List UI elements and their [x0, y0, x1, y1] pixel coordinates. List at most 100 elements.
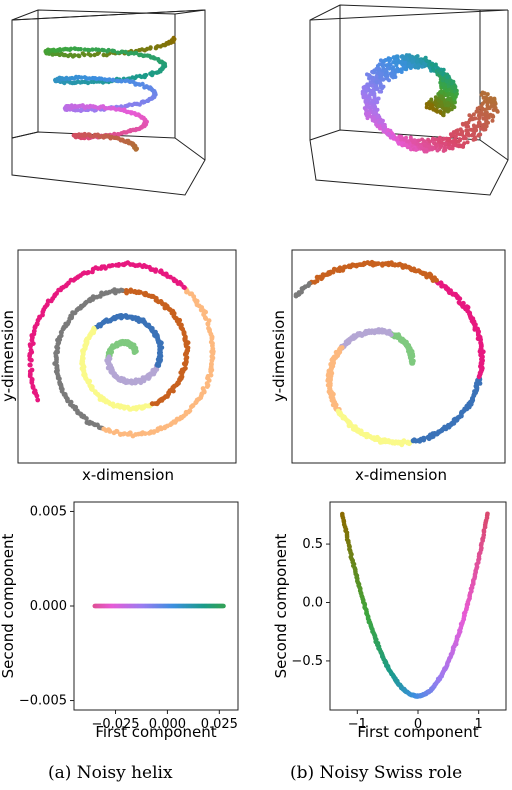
swiss-3d-point [477, 116, 481, 121]
swiss-3d-point [484, 96, 489, 101]
helix-3d-point [76, 53, 81, 58]
swiss-3d-point [380, 86, 385, 91]
swiss-3d-point [475, 109, 480, 114]
swiss-3d-point [378, 82, 383, 87]
helix-2d-point [29, 380, 35, 385]
swiss-3d-point [465, 140, 470, 145]
helix-2d-point [128, 289, 134, 294]
swiss-3d-point [404, 53, 409, 58]
helix-pca-ticks: −0.025 0.000 0.025 −0.005 0.000 0.005 [19, 504, 238, 732]
helix-3d-point [88, 133, 93, 139]
helix-2d-point [158, 425, 164, 430]
swiss-3d-point [399, 59, 404, 64]
helix-2d-point [28, 343, 33, 349]
helix-pca-xtick-label: 0.025 [201, 717, 238, 732]
swiss-3d-point [432, 141, 437, 146]
swiss-3d-point [488, 112, 493, 117]
swiss-3d-point [431, 67, 436, 71]
swiss-3d-point [429, 104, 434, 109]
swiss-2d-point [442, 424, 447, 430]
swiss-3d-point [416, 63, 421, 68]
swiss-3d-point [433, 100, 437, 105]
swiss-3d-point [399, 142, 404, 147]
caption-noisy-helix: (a) Noisy helix [48, 763, 173, 783]
swiss-3d-point [482, 91, 487, 96]
swiss-embedding-frame [291, 249, 506, 464]
swiss-3d-point [485, 113, 489, 117]
swiss-3d-point [479, 111, 484, 116]
swiss-3d-point [439, 89, 444, 94]
swiss-3d-point [452, 96, 457, 101]
swiss-3d-point [484, 120, 489, 125]
helix-3d-point [140, 81, 145, 87]
swiss-3d-point [476, 113, 481, 118]
swiss-3d-point [415, 54, 420, 59]
caption-noisy-swiss-role: (b) Noisy Swiss role [290, 763, 463, 783]
helix-3d-point [106, 47, 111, 53]
helix-2d-point [200, 386, 206, 391]
swiss-3d-point [380, 62, 385, 67]
swiss-3d-point [429, 62, 434, 67]
helix-embedding-panel: x-dimension y-dimension [0, 249, 237, 484]
swiss-3d-point [420, 64, 425, 69]
swiss-2d-points [293, 259, 486, 448]
swiss-2d-point [427, 271, 433, 277]
swiss-3d-point [436, 98, 441, 103]
swiss-3d-point [443, 141, 447, 146]
swiss-3d-point [439, 143, 444, 148]
swiss-pca-point [485, 511, 490, 517]
helix-2d-point [106, 263, 112, 269]
swiss-embedding-panel: x-dimension y-dimension [270, 249, 506, 484]
swiss-pca-ytick-label: −0.5 [291, 654, 323, 669]
helix-2d-point [127, 430, 133, 436]
helix-3d-points [43, 35, 177, 152]
swiss-3d-point [363, 86, 368, 91]
swiss-pca-panel: −1 0 1 −0.5 0.0 0.5 First component Second co… [272, 501, 507, 741]
swiss-3d-point [377, 89, 382, 94]
helix-pca-xlabel: First component [95, 723, 216, 741]
swiss-3d-point [376, 96, 381, 101]
helix-3d-panel [11, 9, 206, 196]
helix-3d-point [111, 48, 117, 54]
helix-3d-point [96, 47, 101, 52]
swiss-3d-point [481, 116, 486, 121]
swiss-3d-point [441, 148, 446, 153]
helix-2d-point [208, 372, 214, 378]
swiss-3d-point [468, 127, 473, 132]
swiss-pca-xtick-label: −1 [348, 717, 367, 732]
helix-2d-point [32, 324, 38, 329]
swiss-3d-point [441, 82, 445, 87]
swiss-3d-point [372, 110, 377, 115]
swiss-3d-point [463, 121, 468, 126]
helix-3d-point [86, 51, 91, 57]
helix-2d-point [132, 289, 138, 294]
swiss-3d-point [438, 111, 443, 115]
swiss-3d-point [476, 123, 481, 128]
helix-2d-point [87, 378, 93, 384]
helix-2d-point [35, 397, 41, 403]
swiss-3d-point [414, 147, 419, 152]
helix-pca-points [92, 603, 226, 609]
swiss-3d-point [375, 100, 380, 105]
helix-3d-point [123, 104, 128, 109]
swiss-3d-point [440, 137, 445, 142]
helix-2d-point [179, 374, 185, 380]
swiss-3d-point [429, 97, 434, 102]
swiss-3d-point [470, 117, 475, 122]
swiss-3d-point [394, 63, 399, 68]
swiss-3d-point [413, 64, 418, 69]
swiss-3d-point [406, 139, 411, 144]
helix-3d-point [115, 132, 121, 137]
swiss-3d-point [461, 136, 466, 141]
swiss-2d-point [293, 293, 299, 299]
swiss-3d-point [464, 128, 469, 133]
swiss-3d-point [369, 105, 374, 110]
swiss-3d-point [428, 139, 433, 144]
swiss-3d-point [471, 112, 476, 117]
swiss-3d-point [404, 143, 409, 148]
swiss-3d-point [364, 99, 369, 104]
helix-2d-point [54, 344, 59, 350]
swiss-3d-point [449, 107, 454, 112]
swiss-2d-point [421, 435, 427, 441]
swiss-3d-point [363, 111, 368, 116]
